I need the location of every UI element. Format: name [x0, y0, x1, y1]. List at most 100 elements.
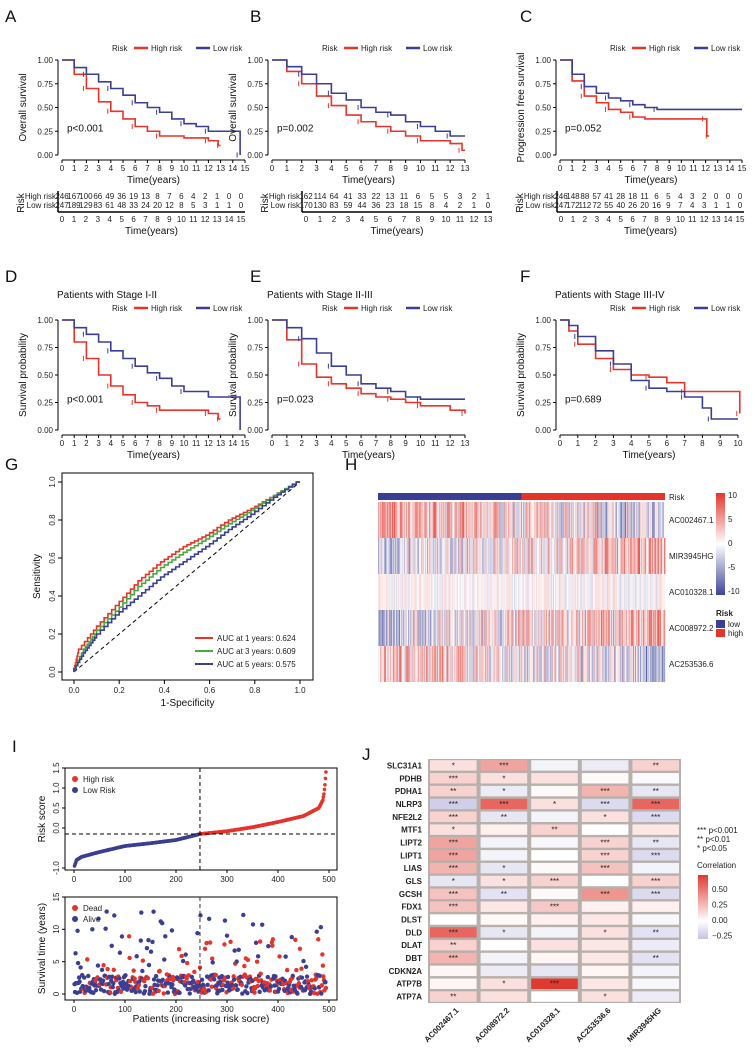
heatmap-cell: [585, 610, 587, 646]
survival-curve-high: [272, 319, 466, 414]
heatmap-cell: [436, 538, 438, 574]
risk-table-x-tick: 6: [388, 215, 393, 224]
heatmap-cell: [598, 646, 600, 682]
heatmap-cell: [631, 610, 633, 646]
heatmap-cell: [473, 574, 475, 610]
heatmap-cell: [493, 574, 495, 610]
heatmap-cell: [574, 646, 576, 682]
heatmap-cell: [534, 646, 536, 682]
heatmap-cell: [404, 538, 406, 574]
heatmap-cell: [597, 646, 599, 682]
y-tick-label: 0: [52, 991, 61, 996]
heatmap-cell: [418, 574, 419, 610]
heatmap-cell: [401, 610, 403, 646]
heatmap-cell: [461, 574, 462, 610]
heatmap-cell: [646, 574, 648, 610]
heatmap-cell: [635, 646, 637, 682]
heatmap-cell: [529, 502, 531, 538]
heatmap-cell: [458, 610, 460, 646]
risk-count: 6: [179, 192, 184, 201]
heatmap-cell: [472, 538, 473, 574]
heatmap-cell: [649, 538, 651, 574]
heatmap-cell: [581, 574, 583, 610]
correlation-cell: [632, 991, 679, 1002]
legend-label: High risk: [649, 304, 681, 313]
heatmap-cell: [633, 610, 634, 646]
x-tick-label: 6: [133, 164, 138, 173]
y-tick-label: 0.50: [247, 371, 263, 380]
heatmap-cell: [414, 538, 416, 574]
heatmap-cell: [551, 538, 553, 574]
heatmap-cell: [559, 610, 561, 646]
heatmap-cell: [595, 538, 597, 574]
correlation-cell: [632, 965, 679, 977]
heatmap-cell: [412, 502, 414, 538]
heatmap-cell: [484, 502, 486, 538]
alive-point: [314, 929, 319, 934]
heatmap-cell: [508, 502, 510, 538]
heatmap-cell: [404, 502, 406, 538]
heatmap-cell: [607, 502, 609, 538]
heatmap-cell: [536, 538, 537, 574]
heatmap-cell: [508, 574, 510, 610]
correlation-cell: [581, 837, 629, 848]
heatmap-cell: [620, 646, 622, 682]
heatmap-cell: [416, 610, 418, 646]
heatmap-cell: [561, 610, 563, 646]
heatmap-cell: [653, 538, 655, 574]
dead-point: [242, 963, 247, 969]
heatmap-cell: [518, 502, 519, 538]
heatmap-cell: [456, 538, 458, 574]
heatmap-cell: [419, 502, 421, 538]
heatmap-cell: [396, 646, 398, 682]
heatmap-cell: [481, 646, 483, 682]
risk-table-x-tick: 0: [304, 215, 309, 224]
heatmap-cell: [588, 610, 590, 646]
x-tick-label: 200: [169, 875, 183, 884]
heatmap-cell: [584, 502, 586, 538]
heatmap-cell: [509, 574, 511, 610]
heatmap-cell: [396, 574, 398, 610]
correlation-cell: [581, 760, 629, 771]
heatmap-cell: [559, 502, 561, 538]
heatmap-cell: [548, 610, 550, 646]
heatmap-cell: [472, 502, 473, 538]
dead-point: [245, 957, 251, 963]
heatmap-cell: [562, 502, 564, 538]
heatmap-cell: [566, 538, 568, 574]
alive-point: [301, 958, 306, 964]
heatmap-cell: [579, 538, 580, 574]
heatmap-cell: [481, 610, 483, 646]
heatmap-cell: [652, 502, 654, 538]
heatmap-cell: [537, 538, 539, 574]
heatmap-cell: [489, 574, 491, 610]
heatmap-cell: [485, 538, 487, 574]
heatmap-cell: [563, 646, 565, 682]
y-axis-title: Survival time (years): [37, 903, 48, 994]
heatmap-cell: [536, 574, 537, 610]
heatmap-cell: [529, 574, 530, 610]
heatmap-cell: [577, 502, 579, 538]
y-tick-label: 0.75: [37, 344, 53, 353]
alive-point: [195, 931, 200, 936]
heatmap-cell: [521, 610, 523, 646]
heatmap-cell: [577, 646, 579, 682]
heatmap-cell: [438, 502, 440, 538]
heatmap-cell: [620, 574, 622, 610]
heatmap-cell: [579, 574, 581, 610]
heatmap-cell: [557, 610, 559, 646]
heatmap-cell: [530, 502, 532, 538]
heatmap-cell: [616, 610, 618, 646]
heatmap-cell: [387, 610, 389, 646]
correlation-cell: [632, 862, 679, 874]
heatmap-cell: [572, 538, 574, 574]
heatmap-cell: [661, 610, 663, 646]
heatmap-cell: [527, 574, 529, 610]
heatmap-cell: [508, 502, 510, 538]
x-tick-label: 1: [285, 439, 290, 448]
heatmap-cell: [586, 502, 588, 538]
heatmap-cell: [649, 610, 651, 646]
heatmap-cell: [462, 502, 464, 538]
heatmap-cell: [505, 538, 507, 574]
heatmap-cell: [444, 574, 446, 610]
